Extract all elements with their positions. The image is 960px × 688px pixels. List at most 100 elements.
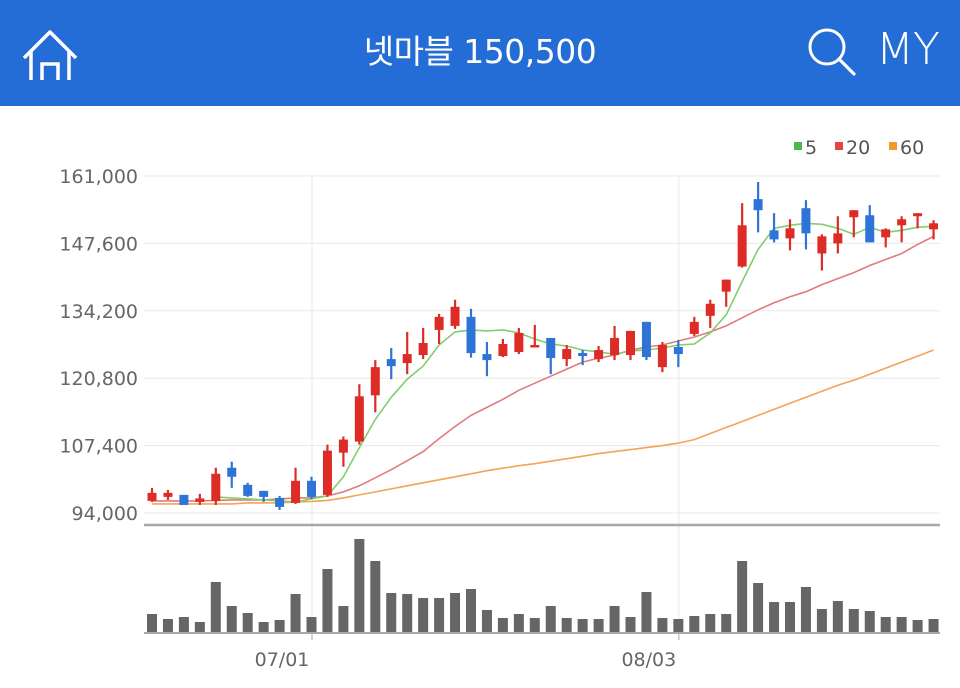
ma60-line — [152, 349, 934, 505]
y-tick-label: 147,600 — [59, 233, 138, 255]
volume-bar — [290, 594, 301, 632]
candle — [801, 208, 811, 234]
candle — [147, 492, 157, 501]
candle — [195, 498, 205, 502]
candle — [275, 497, 285, 507]
volume-bars — [144, 539, 940, 634]
candle — [673, 347, 683, 355]
volume-bar — [816, 609, 827, 632]
candle — [307, 480, 316, 497]
x-axis: 07/01 08/03 — [255, 634, 680, 671]
y-tick-label: 134,200 — [59, 301, 138, 323]
candle — [354, 396, 364, 442]
legend-swatch — [889, 142, 897, 150]
candle — [482, 354, 492, 361]
candle — [243, 484, 253, 496]
volume-bar — [848, 609, 859, 632]
candle — [227, 467, 237, 477]
legend-label: 5 — [805, 137, 817, 159]
candle — [466, 316, 476, 354]
candle — [913, 213, 923, 217]
candle — [259, 490, 269, 497]
legend-label: 20 — [846, 137, 870, 159]
volume-bar — [434, 598, 445, 632]
x-tick-label: 08/03 — [621, 649, 676, 671]
candle — [434, 316, 444, 330]
stock-chart[interactable]: 5 20 60 161,000 147,600 134,200 120,800 107,40… — [0, 106, 960, 683]
volume-bar — [880, 617, 891, 632]
volume-bar — [609, 606, 620, 632]
page-title: 넷마블 150,500 — [363, 32, 597, 71]
moving-average-lines — [152, 222, 934, 505]
candle — [163, 492, 173, 497]
volume-bar — [513, 614, 524, 632]
candle — [578, 353, 588, 357]
volume-bar — [338, 606, 349, 632]
app-header: 넷마블 150,500 MY — [0, 0, 960, 106]
candle — [705, 303, 715, 316]
candle — [610, 337, 620, 356]
candle — [322, 450, 332, 495]
candle — [897, 219, 907, 226]
volume-bar — [226, 606, 237, 632]
legend-swatch — [794, 142, 802, 150]
y-tick-label: 161,000 — [59, 166, 138, 188]
volume-bar — [481, 610, 492, 632]
candle — [849, 210, 859, 218]
volume-bar — [753, 583, 764, 632]
volume-bar — [689, 616, 700, 632]
candle — [338, 439, 348, 453]
volume-bar — [210, 582, 221, 632]
volume-bar — [896, 617, 907, 632]
search-icon[interactable] — [806, 26, 858, 76]
candle — [386, 359, 396, 367]
candle — [291, 480, 301, 503]
volume-bar — [832, 601, 843, 632]
legend-label: 60 — [900, 137, 924, 159]
y-tick-label: 94,000 — [72, 503, 138, 525]
volume-bar — [721, 614, 732, 632]
volume-bar — [354, 539, 365, 632]
volume-bar — [800, 587, 811, 632]
volume-bar — [306, 617, 317, 632]
candle — [179, 494, 189, 505]
volume-bar — [242, 613, 253, 632]
candle — [418, 342, 428, 356]
volume-bar — [402, 594, 413, 632]
candle — [881, 229, 891, 238]
candle — [657, 345, 667, 368]
volume-bar — [258, 622, 269, 632]
volume-bar — [147, 614, 157, 632]
candle — [721, 279, 731, 292]
volume-bar — [625, 617, 636, 632]
volume-bar — [785, 602, 795, 632]
home-icon[interactable] — [20, 28, 80, 82]
y-tick-label: 107,400 — [59, 436, 138, 458]
volume-bar — [450, 593, 461, 632]
candle — [833, 233, 843, 244]
candle — [817, 236, 827, 254]
y-tick-label: 120,800 — [59, 368, 138, 390]
ma5-line — [215, 222, 934, 503]
candle — [402, 354, 412, 364]
volume-bar — [561, 618, 572, 632]
volume-bar — [577, 619, 588, 632]
candle — [785, 228, 795, 239]
volume-bar — [737, 561, 748, 632]
volume-bar — [593, 619, 604, 632]
volume-bar — [657, 618, 668, 632]
candle — [546, 337, 556, 359]
candle — [514, 332, 524, 353]
candle — [753, 199, 763, 211]
my-button[interactable]: MY — [876, 24, 940, 75]
volume-bar — [322, 569, 333, 632]
volume-bar — [864, 611, 875, 632]
candle — [737, 225, 747, 267]
volume-bar — [178, 617, 189, 632]
legend-swatch — [835, 142, 843, 150]
candle — [370, 367, 380, 396]
volume-bar — [466, 589, 476, 632]
volume-bar — [928, 619, 939, 632]
volume-bar — [545, 606, 556, 632]
candle — [929, 223, 939, 230]
